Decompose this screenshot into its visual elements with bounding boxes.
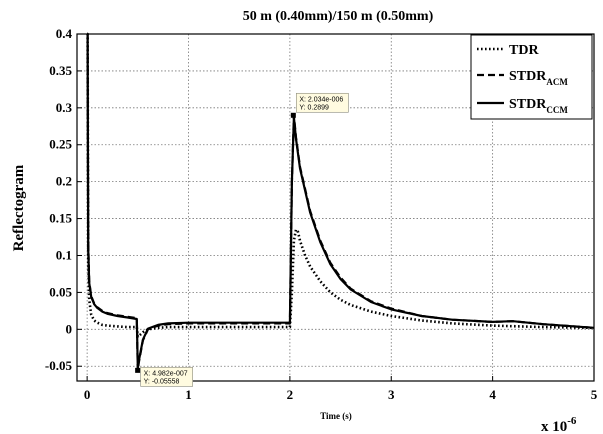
x-tick-label: 3 [388,387,395,402]
x-tick-label: 5 [591,387,598,402]
x-axis-label: Time (s) [320,411,352,421]
x-multiplier-exponent: -6 [567,415,577,427]
legend-label: STDRACM [509,69,568,87]
legend-label: TDR [509,43,539,58]
series-line-tdr [86,32,595,339]
x-tick-label: 2 [287,387,294,402]
x-tick-label: 1 [185,387,192,402]
series-layer [86,32,595,372]
y-tick-label: 0.4 [56,26,73,41]
plot-frame [76,33,595,382]
y-tick-label: 0.3 [56,100,73,115]
y-tick-label: 0.25 [49,137,72,152]
series-line-stdr-ccm [86,32,595,370]
datatip-marker [290,112,296,118]
y-tick-label: -0.05 [45,358,73,373]
datatip-x-text: X: 4.982e-007 [144,370,188,377]
legend: TDR STDRACM STDRCCM [470,34,593,120]
y-tick-label: 0.35 [49,63,72,78]
y-tick-label: 0 [66,321,73,336]
y-tick-label: 0.1 [56,247,72,262]
datatip-box [140,367,193,387]
chart-title: 50 m (0.40mm)/150 m (0.50mm) [243,9,434,24]
datatip-marker [135,367,141,373]
datatip-x-text: X: 2.034e-006 [299,96,343,103]
legend-label: STDRCCM [509,97,568,115]
datatip-y-text: Y: -0.05558 [144,378,180,385]
datatip-box [296,92,349,113]
y-axis-label: Reflectogram [11,164,27,251]
x-axis-multiplier: x 10-6 [541,415,577,434]
y-tick-label: 0.15 [49,211,72,226]
legend-box [470,34,593,120]
y-tick-label: 0.2 [56,174,72,189]
x-multiplier-base: x 10 [541,419,567,434]
datatip-y-text: Y: 0.2899 [299,104,329,111]
x-tick-label: 4 [489,387,496,402]
y-tick-label: 0.05 [49,284,72,299]
x-tick-label: 0 [84,387,91,402]
y-axis-ticks: -0.05 0 0.05 0.1 0.15 0.2 0.25 0.3 0.35 0.4 [45,26,82,373]
